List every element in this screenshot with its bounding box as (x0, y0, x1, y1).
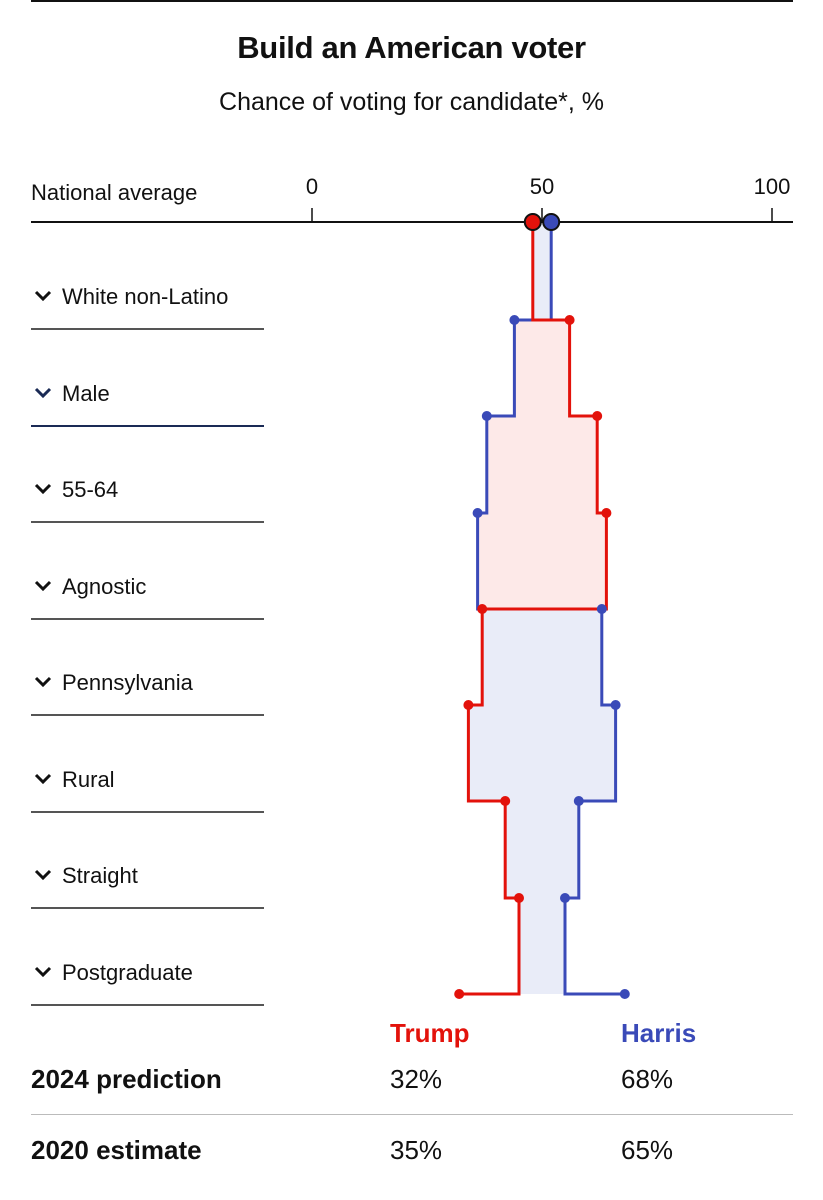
area-band (519, 898, 565, 994)
harris-national-point (542, 213, 561, 231)
dropdown-selector[interactable]: Straight (31, 863, 264, 909)
area-band (477, 513, 607, 609)
harris-point (472, 508, 483, 518)
chevron-down-icon (34, 578, 52, 592)
chart-title: Build an American voter (237, 30, 586, 65)
harris-point (610, 700, 621, 710)
area-band (514, 320, 570, 416)
area-band (532, 222, 552, 320)
trump-point (514, 893, 524, 903)
harris-point (481, 411, 492, 421)
harris-point (619, 989, 630, 999)
estimate-label: 2020 estimate (31, 1135, 202, 1165)
trump-point (564, 315, 575, 325)
dropdown-selector[interactable]: Agnostic (31, 574, 264, 620)
harris-point (560, 893, 570, 903)
prediction-harris-value: 68% (621, 1064, 674, 1094)
dropdown-selector[interactable]: Rural (31, 767, 264, 813)
trump-national-point (523, 213, 542, 231)
estimate-harris-value: 65% (621, 1135, 674, 1165)
trump-point (500, 796, 511, 806)
dropdown-label: Male (62, 381, 110, 406)
chevron-down-icon (34, 674, 52, 688)
chevron-down-icon (34, 964, 52, 978)
chevron-down-icon (34, 771, 52, 785)
trump-point (601, 508, 612, 518)
area-band (482, 609, 602, 705)
area-band (486, 416, 598, 513)
national-average-label: National average (31, 180, 198, 205)
harris-point (509, 315, 520, 325)
prediction-trump-value: 32% (390, 1064, 443, 1094)
x-tick-label: 0 (305, 174, 319, 199)
chevron-down-icon (34, 867, 52, 881)
estimate-trump-value: 35% (390, 1135, 443, 1165)
x-tick-label: 100 (753, 174, 791, 199)
trump-point (592, 411, 603, 421)
dropdown-selector[interactable]: Pennsylvania (31, 670, 264, 716)
dropdown-selector[interactable]: White non-Latino (31, 284, 264, 330)
dropdown-label: Pennsylvania (62, 670, 193, 695)
chevron-down-icon (34, 385, 52, 399)
dropdown-label: Rural (62, 767, 115, 792)
chevron-down-icon (34, 481, 52, 495)
dropdown-label: White non-Latino (62, 284, 229, 309)
dropdown-label: Postgraduate (62, 960, 193, 985)
chart-plot (31, 208, 793, 999)
trump-point (463, 700, 474, 710)
results-divider (31, 1114, 793, 1115)
x-tick-label: 50 (529, 174, 555, 199)
dropdown-label: Straight (62, 863, 138, 888)
dropdown-label: 55-64 (62, 477, 119, 502)
dropdown-label: Agnostic (62, 574, 147, 599)
legend-harris: Harris (621, 1018, 697, 1048)
chevron-down-icon (34, 288, 52, 302)
dropdown-selector[interactable]: Postgraduate (31, 960, 264, 1006)
area-band (505, 801, 579, 898)
dropdown-selector[interactable]: Male (31, 381, 264, 427)
area-band (468, 705, 616, 801)
harris-point (573, 796, 584, 806)
harris-point (596, 604, 607, 614)
dropdown-selector[interactable]: 55-64 (31, 477, 264, 523)
prediction-label: 2024 prediction (31, 1064, 222, 1094)
legend-trump: Trump (390, 1018, 470, 1048)
trump-point (477, 604, 488, 614)
top-rule (31, 0, 793, 2)
trump-point (454, 989, 465, 999)
chart-subtitle: Chance of voting for candidate*, % (219, 88, 604, 116)
